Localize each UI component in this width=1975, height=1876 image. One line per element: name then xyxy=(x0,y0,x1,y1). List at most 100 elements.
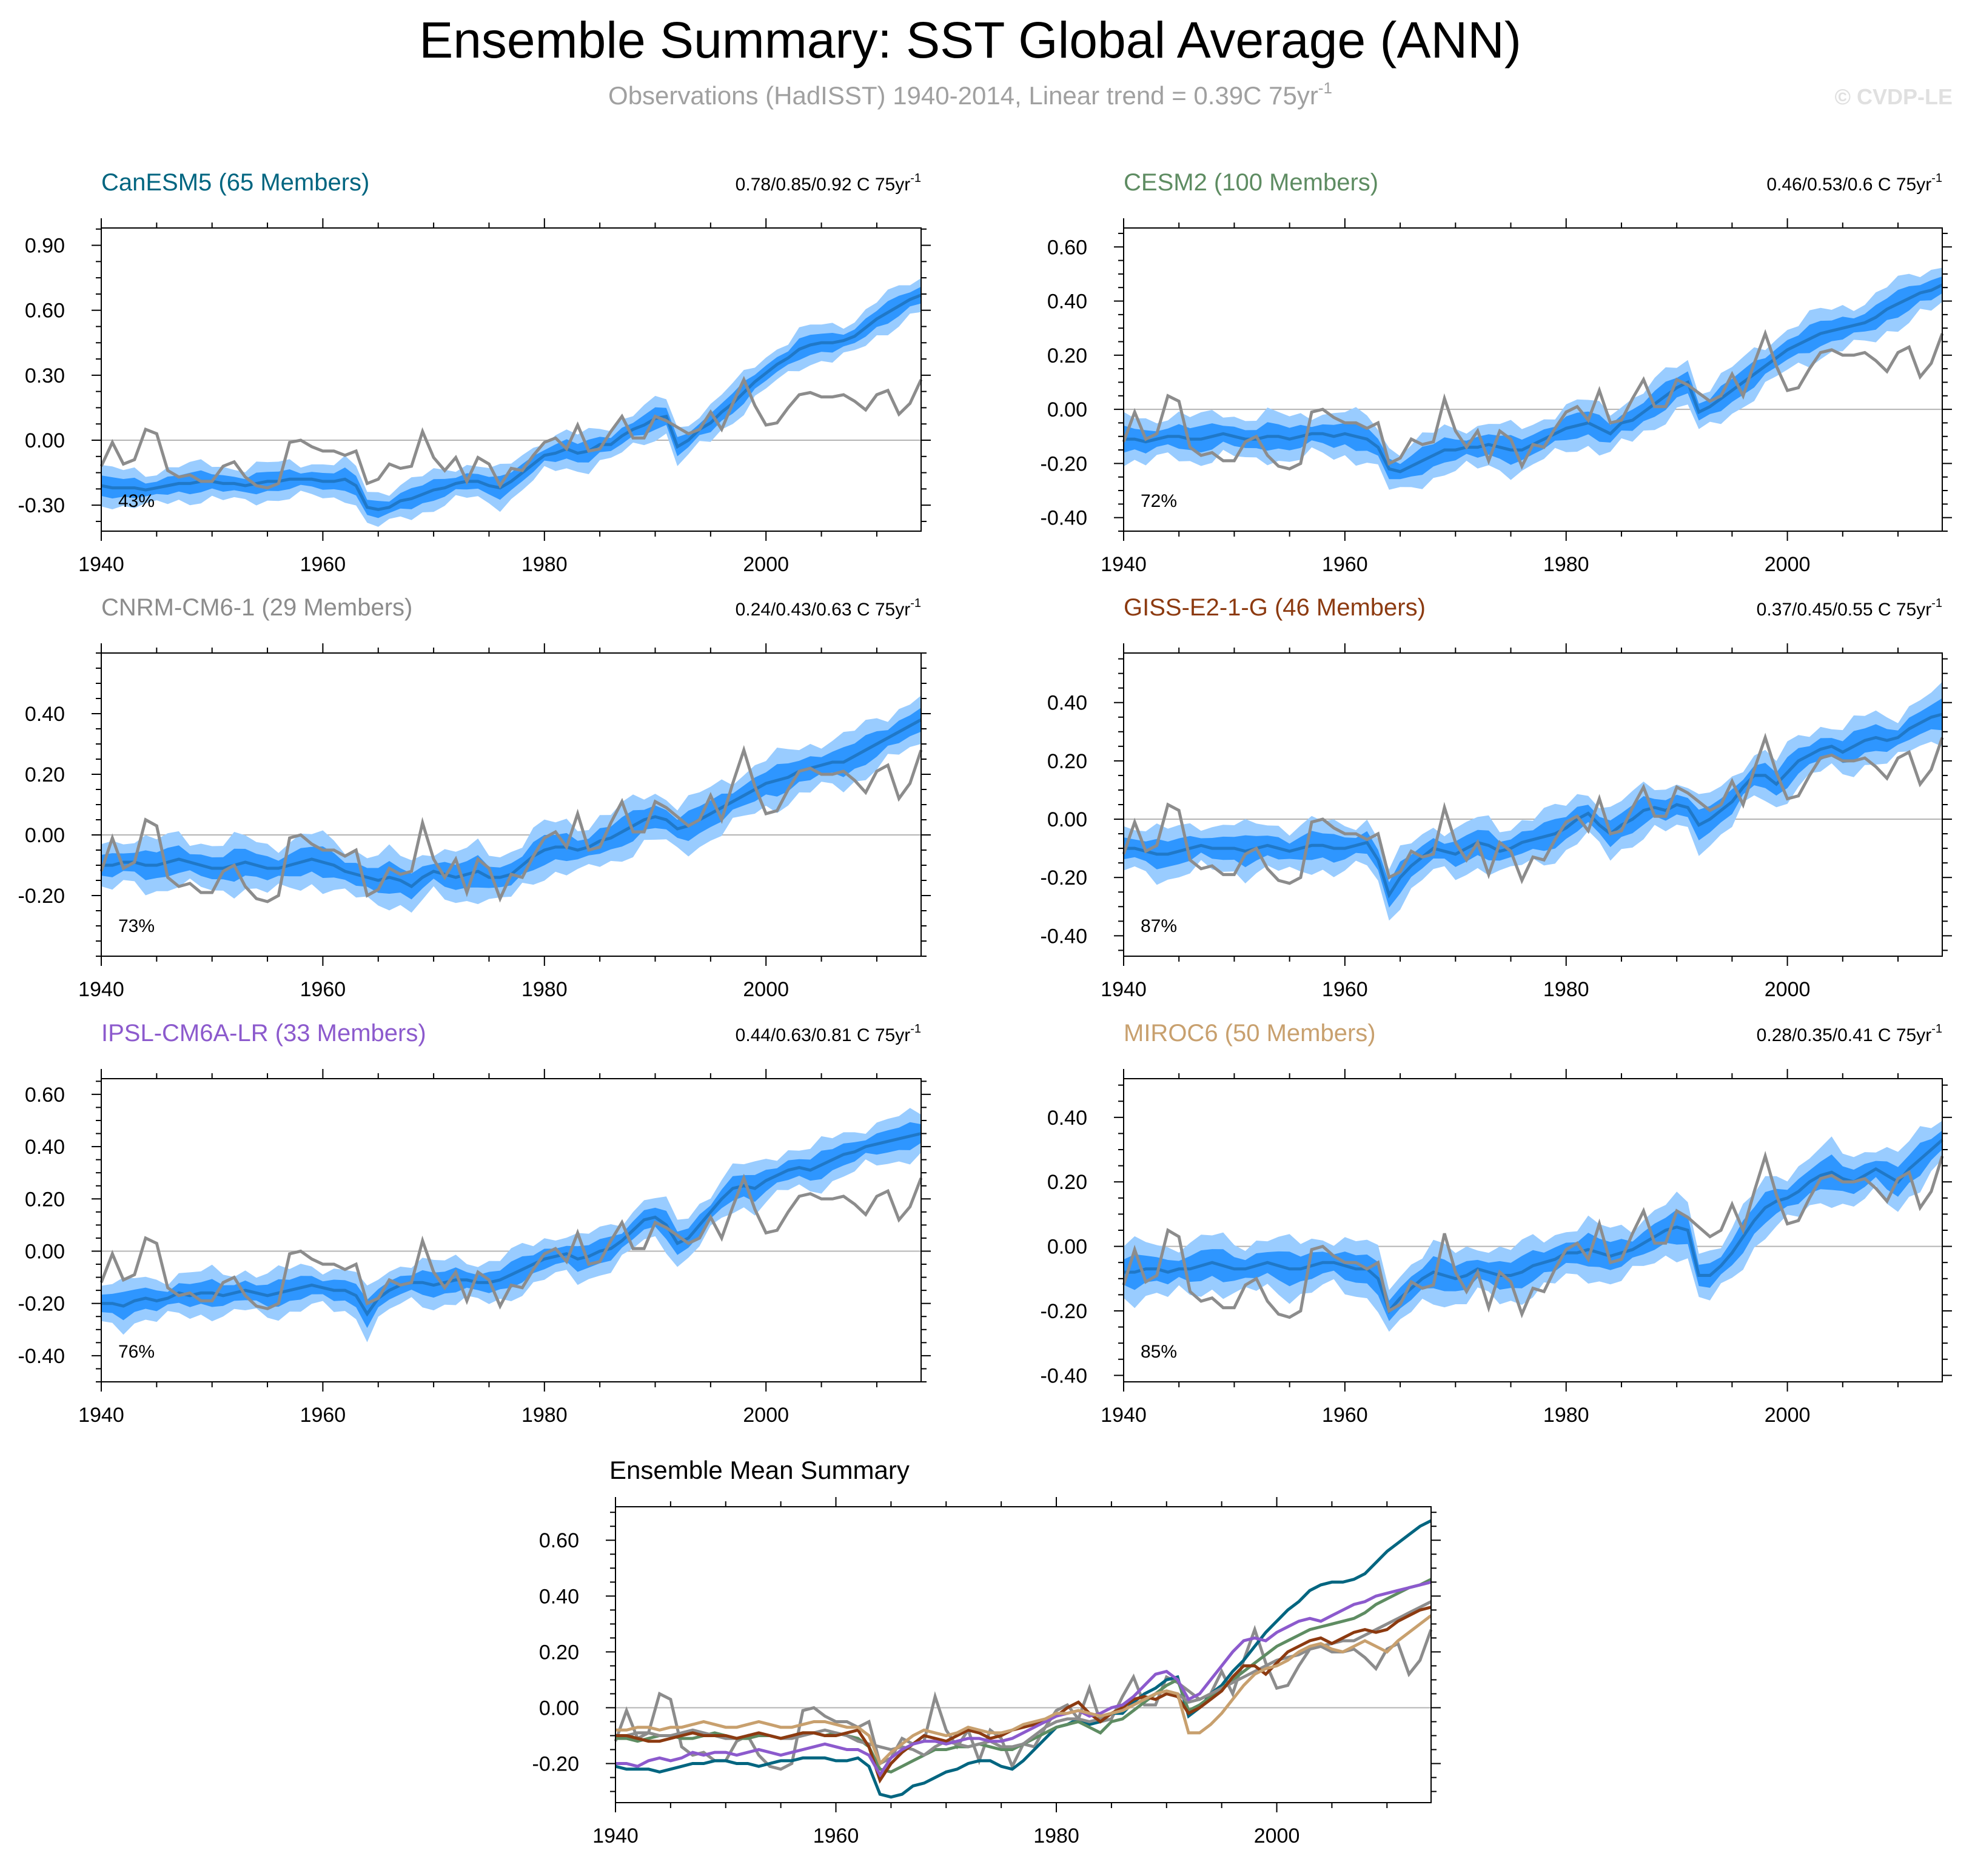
y-tick-label: 0.00 xyxy=(539,1697,579,1720)
panel-cnrm: CNRM-CM6-1 (29 Members) 0.24/0.43/0.63 C … xyxy=(18,594,931,1001)
y-tick-label: 0.20 xyxy=(1047,1171,1087,1194)
plot-frame xyxy=(101,227,922,532)
subtitle-text: Observations (HadISST) 1940-2014, Linear… xyxy=(608,81,1318,110)
trend-label-sup: -1 xyxy=(910,1022,921,1036)
trend-label: 0.78/0.85/0.92 C 75yr-1 xyxy=(736,172,921,195)
percent-label: 87% xyxy=(1141,916,1177,936)
trend-label: 0.28/0.35/0.41 C 75yr-1 xyxy=(1757,1022,1942,1045)
observations-line xyxy=(1122,1150,1944,1319)
summary-title: Ensemble Mean Summary xyxy=(609,1456,910,1484)
y-tick-label: -0.20 xyxy=(1041,1300,1088,1323)
y-tick-label: 0.30 xyxy=(25,364,65,387)
trend-label-text: 0.44/0.63/0.81 C 75yr xyxy=(736,1025,911,1045)
observations-line xyxy=(99,745,923,903)
summary-panel: Ensemble Mean Summary 1940 1960 1980 2000 -0.… xyxy=(532,1456,1441,1848)
panel-title: MIROC6 (50 Members) xyxy=(1124,1020,1376,1047)
x-tick-label: 2000 xyxy=(743,1404,789,1427)
x-tick-label: 2000 xyxy=(1765,553,1811,576)
trend-label: 0.24/0.43/0.63 C 75yr-1 xyxy=(736,597,921,620)
panel-miroc6: MIROC6 (50 Members) 0.28/0.35/0.41 C 75yr… xyxy=(1041,1020,1952,1427)
plot-frame xyxy=(101,652,922,957)
x-tick-label: 1940 xyxy=(1101,553,1147,576)
y-tick-label: -0.40 xyxy=(1041,925,1088,948)
x-tick-label: 1980 xyxy=(1543,978,1589,1001)
trend-label: 0.46/0.53/0.6 C 75yr-1 xyxy=(1766,172,1942,195)
x-tick-label: 1940 xyxy=(592,1824,639,1848)
ensemble-mean-line xyxy=(1124,712,1943,899)
x-tick-label: 2000 xyxy=(743,553,789,576)
x-tick-label: 1940 xyxy=(78,978,124,1001)
y-tick-label: -0.20 xyxy=(18,885,65,908)
panel-title: CESM2 (100 Members) xyxy=(1124,169,1378,196)
y-tick-label: 0.90 xyxy=(25,235,65,258)
x-tick-label: 1980 xyxy=(521,1404,568,1427)
summary-line-ipsl xyxy=(615,1580,1432,1778)
percent-label: 76% xyxy=(118,1342,155,1362)
trend-label-text: 0.37/0.45/0.55 C 75yr xyxy=(1757,600,1932,620)
x-tick-label: 1980 xyxy=(521,553,568,576)
y-tick-label: -0.40 xyxy=(18,1345,65,1368)
percent-label: 43% xyxy=(118,491,155,511)
watermark: © CVDP-LE xyxy=(1834,84,1953,109)
outer-spread-band xyxy=(1124,1121,1942,1332)
inner-spread-band xyxy=(101,708,921,900)
trend-label-sup: -1 xyxy=(1931,597,1942,610)
x-tick-label: 1940 xyxy=(1101,978,1147,1001)
panel-ipsl: IPSL-CM6A-LR (33 Members) 0.44/0.63/0.81 … xyxy=(18,1020,931,1427)
x-tick-label: 1960 xyxy=(300,553,346,576)
x-tick-label: 1960 xyxy=(300,978,346,1001)
percent-label: 72% xyxy=(1141,491,1177,511)
inner-spread-band xyxy=(1124,698,1942,908)
percent-label: 73% xyxy=(118,916,155,936)
y-tick-label: 0.20 xyxy=(539,1641,579,1664)
percent-label: 85% xyxy=(1141,1342,1177,1362)
plot-frame xyxy=(1123,227,1943,532)
x-tick-label: 1980 xyxy=(1543,553,1589,576)
y-tick-label: -0.30 xyxy=(18,494,65,517)
trend-label-sup: -1 xyxy=(1931,1022,1942,1036)
y-tick-label: -0.40 xyxy=(1041,507,1088,530)
x-tick-label: 1960 xyxy=(1322,1404,1368,1427)
observations-line xyxy=(99,375,923,490)
outer-spread-band xyxy=(1124,267,1942,490)
y-tick-label: 0.60 xyxy=(1047,236,1087,259)
y-tick-label: 0.60 xyxy=(25,300,65,323)
y-tick-label: -0.40 xyxy=(1041,1364,1088,1387)
x-tick-label: 1960 xyxy=(1322,553,1368,576)
x-tick-label: 1960 xyxy=(300,1404,346,1427)
y-tick-label: 0.40 xyxy=(25,1136,65,1159)
y-tick-label: 0.00 xyxy=(1047,808,1087,831)
panel-canesm5: CanESM5 (65 Members) 0.78/0.85/0.92 C 75y… xyxy=(18,169,931,576)
x-tick-label: 1960 xyxy=(1322,978,1368,1001)
figure-subtitle: Observations (HadISST) 1940-2014, Linear… xyxy=(608,79,1332,110)
trend-label-text: 0.24/0.43/0.63 C 75yr xyxy=(736,600,911,620)
y-tick-label: 0.00 xyxy=(1047,398,1087,421)
x-tick-label: 2000 xyxy=(743,978,789,1001)
x-tick-label: 1980 xyxy=(1033,1824,1079,1848)
plot-frame xyxy=(101,1078,922,1382)
x-tick-label: 1940 xyxy=(78,553,124,576)
x-tick-label: 1980 xyxy=(521,978,568,1001)
y-tick-label: 0.40 xyxy=(1047,692,1087,715)
y-tick-label: 0.40 xyxy=(1047,1107,1087,1130)
x-tick-label: 1980 xyxy=(1543,1404,1589,1427)
observations-line xyxy=(99,1173,923,1310)
ensemble-mean-line xyxy=(101,1132,922,1317)
panel-title: IPSL-CM6A-LR (33 Members) xyxy=(101,1020,426,1047)
y-tick-label: 0.00 xyxy=(1047,1236,1087,1259)
y-tick-label: -0.20 xyxy=(532,1753,580,1776)
y-tick-label: 0.60 xyxy=(25,1084,65,1107)
observations-line xyxy=(1122,329,1944,471)
y-tick-label: 0.60 xyxy=(539,1529,579,1552)
x-tick-label: 1940 xyxy=(1101,1404,1147,1427)
panel-giss: GISS-E2-1-G (46 Members) 0.37/0.45/0.55 C… xyxy=(1041,594,1952,1001)
trend-label-text: 0.28/0.35/0.41 C 75yr xyxy=(1757,1025,1932,1045)
trend-label-text: 0.46/0.53/0.6 C 75yr xyxy=(1766,175,1931,195)
y-tick-label: 0.20 xyxy=(1047,344,1087,367)
summary-line-canesm5 xyxy=(615,1519,1432,1799)
panel-title: GISS-E2-1-G (46 Members) xyxy=(1124,594,1426,621)
summary-line-giss xyxy=(615,1606,1432,1784)
outer-spread-band xyxy=(101,1108,921,1342)
inner-spread-band xyxy=(1124,276,1942,480)
